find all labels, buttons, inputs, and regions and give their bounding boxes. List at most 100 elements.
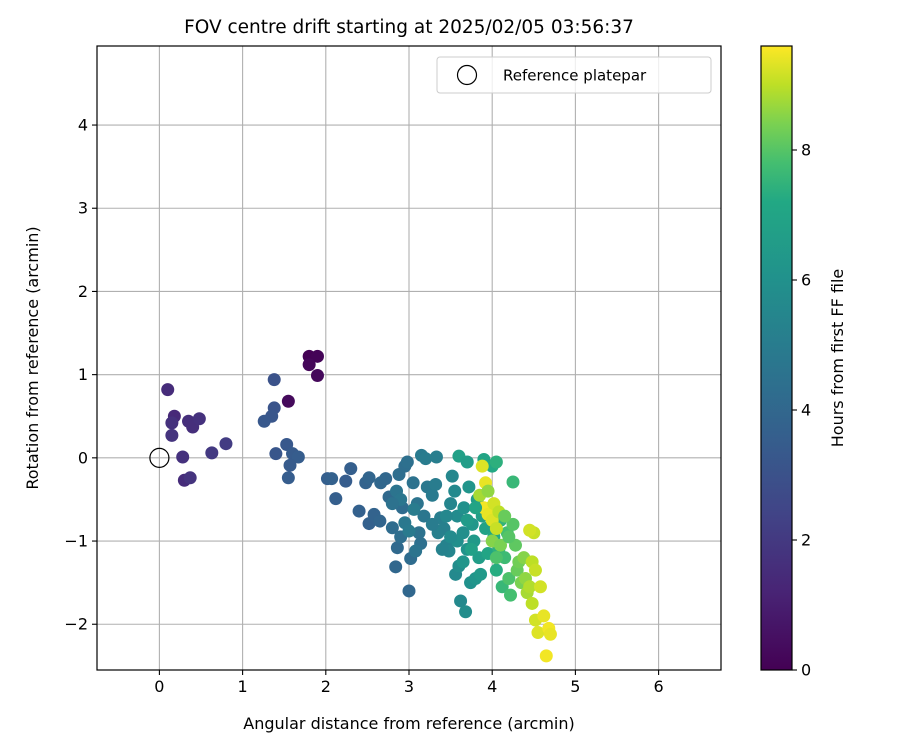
data-point	[291, 450, 305, 464]
data-point	[523, 580, 537, 594]
x-tick-label: 1	[238, 677, 248, 696]
x-axis-ticks: 0 1 2 3 4 5 6	[154, 670, 664, 696]
data-point	[481, 484, 495, 498]
data-point	[539, 649, 553, 663]
data-point	[439, 509, 453, 523]
data-point	[506, 517, 520, 531]
x-axis-label: Angular distance from reference (arcmin)	[243, 714, 574, 733]
data-point	[459, 605, 473, 619]
data-point	[469, 501, 483, 515]
data-point	[385, 521, 399, 535]
reference-platepar-marker	[149, 447, 170, 468]
data-point	[329, 492, 343, 506]
data-point	[302, 358, 316, 372]
data-point	[445, 469, 459, 483]
data-point	[506, 475, 520, 489]
x-tick-label: 5	[570, 677, 580, 696]
data-point	[409, 544, 423, 558]
data-point	[502, 530, 516, 544]
data-point	[281, 394, 295, 408]
data-point	[460, 455, 474, 469]
x-tick-label: 4	[487, 677, 497, 696]
data-point	[498, 509, 512, 523]
data-point	[267, 373, 281, 387]
data-point	[454, 594, 468, 608]
data-point	[448, 484, 462, 498]
data-point	[407, 502, 421, 516]
data-point	[444, 530, 458, 544]
data-point	[281, 471, 295, 485]
data-point	[502, 571, 516, 585]
colorbar-frame	[760, 45, 793, 671]
colorbar: 0 2 4 6 8 Hours from first FF file	[760, 45, 847, 680]
data-point	[425, 517, 439, 531]
data-point	[489, 522, 503, 536]
x-tick-label: 2	[321, 677, 331, 696]
data-point	[257, 414, 271, 428]
data-point	[161, 383, 175, 397]
colorbar-tick-label: 8	[801, 141, 811, 160]
data-point	[444, 497, 458, 511]
data-point	[183, 471, 197, 485]
colorbar-ticks: 0 2 4 6 8	[792, 141, 811, 680]
y-tick-label: −1	[64, 532, 88, 551]
data-point	[373, 514, 387, 528]
data-point	[219, 437, 233, 451]
data-point	[310, 368, 324, 382]
x-tick-label: 0	[154, 677, 164, 696]
data-point	[406, 476, 420, 490]
data-point	[475, 459, 489, 473]
colorbar-gradient	[761, 46, 792, 670]
data-point	[489, 551, 503, 565]
data-point	[457, 501, 471, 515]
colorbar-tick-label: 0	[801, 661, 811, 680]
data-point	[462, 480, 476, 494]
data-point	[525, 596, 539, 610]
data-point	[425, 488, 439, 502]
colorbar-tick-label: 2	[801, 531, 811, 550]
data-point	[385, 497, 399, 511]
reference-marker-group	[149, 447, 170, 468]
data-point	[325, 472, 339, 486]
x-tick-label: 3	[404, 677, 414, 696]
data-point	[417, 509, 431, 523]
data-point	[489, 455, 503, 469]
data-point	[537, 609, 551, 623]
data-point	[344, 462, 358, 476]
data-point	[429, 450, 443, 464]
data-point	[165, 428, 179, 442]
data-point	[456, 555, 470, 569]
x-tick-label: 6	[654, 677, 664, 696]
data-point	[352, 504, 366, 518]
data-point	[474, 567, 488, 581]
data-point	[412, 526, 426, 540]
colorbar-tick-label: 6	[801, 271, 811, 290]
data-point	[489, 563, 503, 577]
data-points	[161, 349, 557, 663]
data-point	[165, 416, 179, 430]
data-point	[419, 452, 433, 466]
legend-reference-marker	[456, 64, 478, 86]
y-tick-label: −2	[64, 615, 88, 634]
data-point	[400, 455, 414, 469]
data-point	[435, 542, 449, 556]
data-point	[269, 447, 283, 461]
data-point	[533, 580, 547, 594]
y-tick-label: 3	[78, 199, 88, 218]
data-point	[379, 472, 393, 486]
data-point	[362, 471, 376, 485]
data-point	[543, 627, 557, 641]
y-tick-label: 4	[78, 116, 88, 135]
data-point	[494, 538, 508, 552]
data-point	[205, 446, 219, 460]
data-point	[176, 450, 190, 464]
data-point	[460, 513, 474, 527]
data-point	[464, 542, 478, 556]
data-point	[531, 626, 545, 640]
y-tick-label: 2	[78, 282, 88, 301]
plot-area: 0 1 2 3 4 5 6 −2 −1 0 1 2 3 4	[64, 45, 722, 696]
colorbar-tick-label: 4	[801, 401, 811, 420]
legend: Reference platepar	[436, 56, 712, 94]
data-point	[528, 563, 542, 577]
